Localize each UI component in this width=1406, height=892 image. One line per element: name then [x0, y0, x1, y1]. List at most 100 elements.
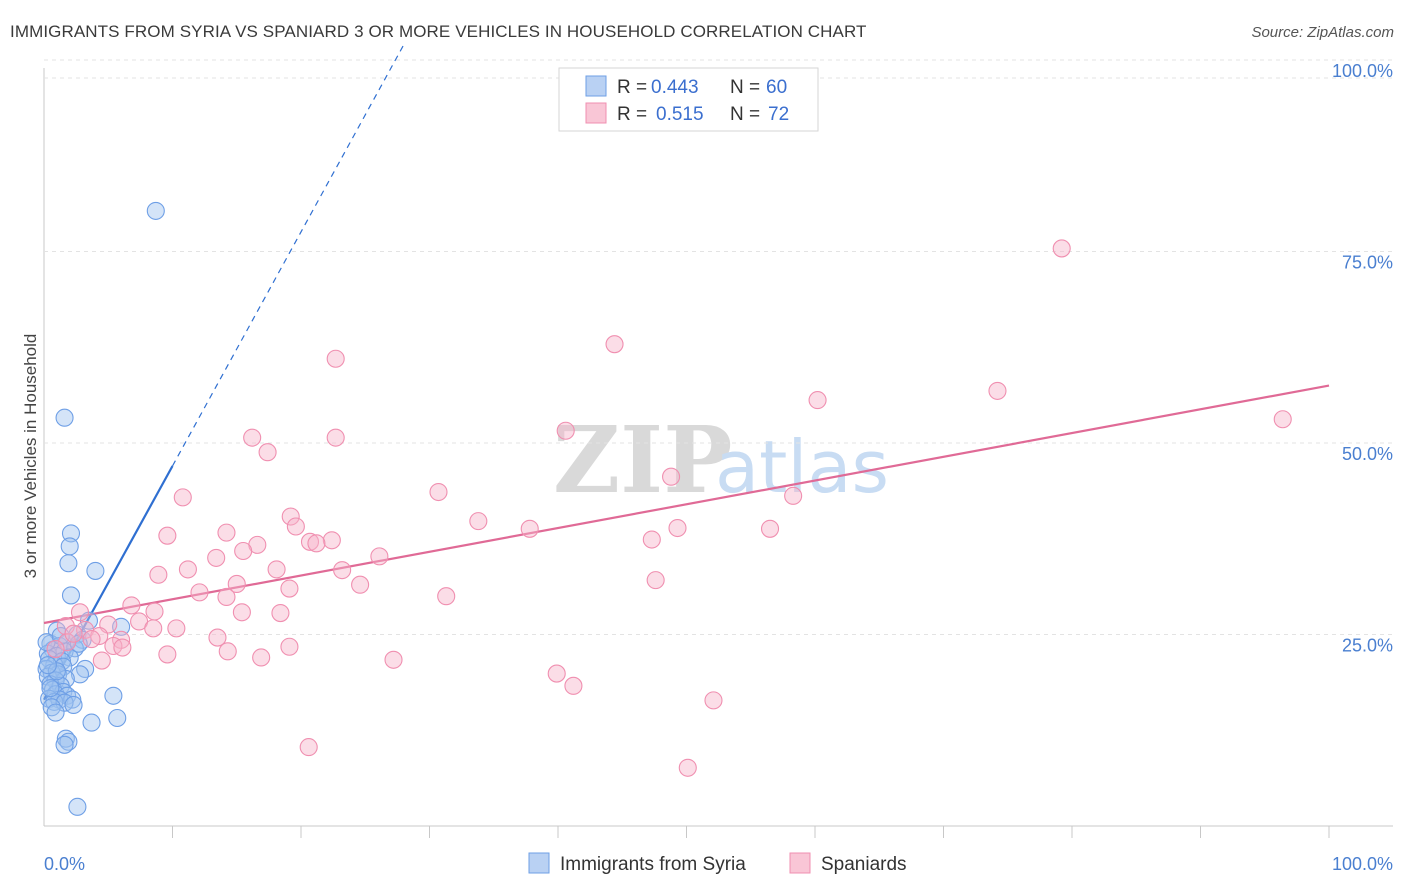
syria-point-6	[61, 586, 81, 605]
spaniard-point-54	[208, 628, 227, 647]
y-tick-labels: 25.0% 50.0% 75.0% 100.0%	[1332, 61, 1393, 656]
spaniard-point-4	[988, 381, 1007, 400]
x-tick-label-min: 0.0%	[44, 854, 85, 874]
trend-line-1	[43, 384, 1330, 625]
spaniard-point-67	[704, 691, 723, 710]
y-tick-label-75: 75.0%	[1342, 253, 1393, 273]
chart-title: IMMIGRANTS FROM SYRIA VS SPANIARD 3 OR M…	[10, 22, 867, 41]
y-tick-label-50: 50.0%	[1342, 444, 1393, 464]
spaniard-point-61	[92, 651, 111, 670]
spaniard-point-27	[234, 541, 253, 561]
trend-lines	[43, 44, 1330, 701]
legend-swatch-spaniards	[585, 102, 607, 124]
spaniard-point-43	[232, 603, 251, 622]
legend-r-label-syria: R =	[617, 77, 647, 98]
spaniard-point-29	[207, 548, 226, 567]
syria-point-57	[41, 679, 60, 698]
spaniard-point-23	[642, 530, 661, 549]
trend-line-extension-0	[171, 44, 405, 467]
spaniard-point-45	[70, 603, 90, 622]
spaniard-point-62	[218, 642, 237, 661]
spaniard-point-8	[326, 428, 345, 447]
syria-point-2	[61, 524, 81, 543]
spaniard-point-53	[82, 630, 101, 649]
spaniard-point-31	[267, 560, 286, 579]
legend-n-label-syria: N =	[730, 77, 760, 98]
syria-point-4	[59, 554, 78, 573]
spaniard-point-15	[469, 512, 488, 531]
spaniard-point-38	[190, 583, 209, 602]
spaniard-point-58	[280, 637, 299, 656]
x-tick-label-max: 100.0%	[1332, 854, 1393, 874]
spaniard-point-37	[351, 575, 370, 594]
spaniard-point-18	[520, 519, 539, 538]
spaniard-point-44	[271, 604, 290, 623]
legend-n-value-spaniards: 72	[768, 104, 789, 125]
syria-point-3	[60, 537, 79, 556]
spaniard-point-22	[322, 531, 341, 550]
legend-r-label-spaniards: R =	[617, 104, 647, 125]
watermark-zip: ZIP	[553, 406, 732, 514]
spaniard-point-49	[144, 619, 163, 638]
syria-point-58	[47, 662, 66, 681]
spaniard-point-60	[252, 648, 271, 667]
spaniard-point-19	[760, 519, 780, 538]
spaniard-point-12	[173, 488, 192, 507]
spaniard-point-39	[437, 587, 456, 606]
data-points	[37, 201, 1292, 816]
syria-point-45	[64, 695, 83, 715]
spaniard-point-71	[64, 624, 83, 643]
bottom-legend-swatch-spaniards	[789, 852, 811, 874]
spaniard-point-6	[556, 421, 575, 440]
syria-point-53	[68, 797, 87, 816]
spaniard-point-51	[167, 619, 186, 638]
spaniard-point-3	[808, 391, 827, 410]
y-tick-label-100: 100.0%	[1332, 61, 1393, 81]
spaniard-point-47	[56, 617, 75, 636]
syria-point-29	[70, 665, 90, 684]
spaniard-point-10	[662, 467, 681, 486]
spaniard-point-35	[227, 574, 246, 593]
y-axis-label: 3 or more Vehicles in Household	[21, 334, 40, 579]
spaniard-point-56	[104, 636, 123, 656]
spaniard-point-63	[158, 645, 177, 664]
spaniard-point-2	[326, 349, 345, 368]
spaniard-point-34	[646, 571, 665, 590]
spaniard-point-16	[668, 518, 687, 538]
source-credit: Source: ZipAtlas.com	[1251, 24, 1394, 41]
x-ticks	[172, 826, 1330, 838]
spaniard-point-13	[784, 486, 803, 505]
legend-r-value-spaniards: 0.515	[656, 104, 704, 125]
legend-n-value-syria: 60	[766, 77, 787, 98]
spaniard-point-65	[547, 664, 566, 683]
syria-point-5	[86, 561, 105, 580]
spaniard-point-11	[429, 482, 448, 502]
spaniard-point-26	[307, 534, 326, 553]
spaniard-point-40	[217, 587, 236, 607]
stats-legend: R = 0.443 N = 60 R = 0.515 N = 72	[558, 67, 819, 132]
y-tick-label-25: 25.0%	[1342, 636, 1393, 656]
syria-point-39	[104, 686, 123, 705]
spaniard-point-33	[149, 565, 168, 584]
spaniard-point-21	[158, 526, 177, 545]
spaniard-point-24	[300, 532, 320, 551]
trend-line-0	[43, 465, 174, 701]
spaniard-point-0	[1052, 239, 1071, 258]
spaniard-point-30	[178, 560, 197, 579]
spaniard-point-42	[145, 602, 164, 621]
legend-swatch-syria	[585, 75, 607, 97]
spaniard-point-57	[113, 638, 132, 657]
series-legend: Immigrants from Syria Spaniards	[528, 852, 907, 875]
spaniard-point-41	[122, 596, 141, 615]
syria-point-47	[46, 703, 65, 722]
spaniard-point-69	[678, 758, 697, 777]
spaniard-point-1	[605, 335, 624, 354]
spaniard-point-68	[299, 738, 318, 757]
syria-point-1	[55, 408, 74, 427]
syria-point-49	[82, 713, 101, 732]
spaniard-point-7	[243, 428, 262, 447]
spaniard-point-5	[1273, 410, 1292, 429]
syria-point-59	[38, 656, 57, 675]
bottom-legend-label-spaniards: Spaniards	[821, 854, 907, 875]
